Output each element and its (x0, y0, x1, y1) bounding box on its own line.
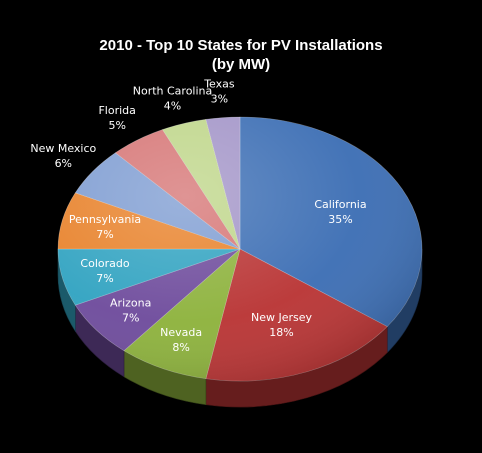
pie-label-texas: Texas (203, 77, 235, 90)
pie-label-nevada: Nevada (160, 326, 202, 339)
pie-value-arizona: 7% (122, 312, 139, 325)
pie-value-north-carolina: 4% (164, 99, 181, 112)
pie-value-new-jersey: 18% (269, 326, 293, 339)
pie-slices (57, 116, 423, 382)
pie-value-california: 35% (328, 213, 352, 226)
pie-value-colorado: 7% (96, 272, 113, 285)
pie-value-pennsylvania: 7% (96, 228, 113, 241)
pie-value-new-mexico: 6% (55, 157, 72, 170)
pie-value-florida: 5% (108, 119, 125, 132)
pie-value-nevada: 8% (172, 341, 189, 354)
pie-value-texas: 3% (211, 92, 228, 105)
pie-label-colorado: Colorado (80, 257, 129, 270)
pie-label-florida: Florida (98, 104, 135, 117)
pie-label-arizona: Arizona (110, 297, 151, 310)
chart-title: 2010 - Top 10 States for PV Installation… (99, 37, 382, 54)
pie-label-new-jersey: New Jersey (251, 311, 313, 324)
pie-label-california: California (314, 198, 366, 211)
pie-labels: California 35% New Jersey 18% Nevada 8% Arizon… (30, 77, 366, 354)
pie-label-north-carolina: North Carolina (133, 84, 213, 97)
pie-label-pennsylvania: Pennsylvania (69, 213, 141, 226)
chart-subtitle: (by MW) (212, 56, 270, 73)
pie-label-new-mexico: New Mexico (30, 142, 96, 155)
